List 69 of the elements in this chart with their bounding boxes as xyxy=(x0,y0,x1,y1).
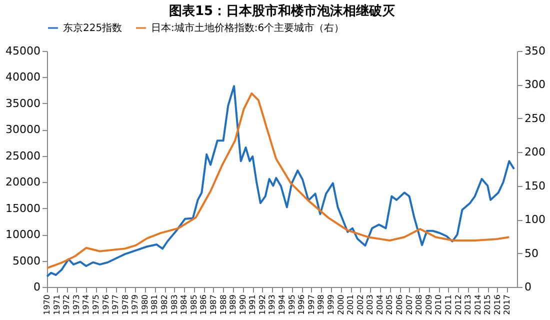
x-tick-label: 2010 xyxy=(434,294,444,315)
x-tick-label: 2017 xyxy=(502,294,512,315)
x-tick-label: 1996 xyxy=(297,294,306,315)
x-tick-label: 2011 xyxy=(444,294,453,315)
chart-title: 图表15：日本股市和楼市泡沫相继破灭 xyxy=(168,3,396,19)
x-tick-label: 2000 xyxy=(336,294,346,315)
x-tick-label: 2015 xyxy=(483,294,492,315)
y2-tick-label: 300 xyxy=(524,78,546,92)
x-tick-label: 1983 xyxy=(170,294,179,315)
x-tick-label: 1975 xyxy=(91,294,100,315)
x-tick-label: 1990 xyxy=(238,294,248,315)
x-tick-label: 1991 xyxy=(248,294,258,315)
x-tick-label: 1978 xyxy=(120,294,130,315)
y2-tick-label: 200 xyxy=(524,146,546,159)
x-tick-label: 1989 xyxy=(228,294,238,315)
x-tick-label: 2005 xyxy=(385,294,394,315)
legend-label: 东京225指数 xyxy=(63,22,122,34)
y2-tick-label: 250 xyxy=(524,112,546,125)
x-tick-label: 2012 xyxy=(454,294,463,315)
y-tick-label: 5000 xyxy=(12,254,40,268)
y-tick-label: 20000 xyxy=(6,176,40,189)
y-tick-label: 0 xyxy=(34,280,40,294)
x-tick-label: 2009 xyxy=(424,294,434,315)
y2-tick-label: 100 xyxy=(524,213,546,226)
x-tick-label: 1986 xyxy=(199,294,208,315)
x-tick-label: 1974 xyxy=(82,294,91,315)
x-tick-label: 1997 xyxy=(306,294,316,315)
x-tick-label: 1999 xyxy=(326,294,336,315)
x-tick-label: 1977 xyxy=(111,294,120,315)
x-tick-label: 1982 xyxy=(160,294,169,315)
x-tick-label: 1987 xyxy=(208,294,218,315)
x-tick-label: 1985 xyxy=(189,294,198,315)
x-tick-label: 2007 xyxy=(404,294,414,315)
x-tick-label: 2001 xyxy=(346,294,356,315)
x-tick-label: 2014 xyxy=(473,294,482,315)
y2-tick-label: 0 xyxy=(524,280,532,294)
y-tick-label: 35000 xyxy=(6,96,40,110)
x-tick-label: 1998 xyxy=(316,294,326,315)
y-tick-label: 40000 xyxy=(6,70,40,84)
y-tick-label: 25000 xyxy=(6,149,40,162)
x-tick-label: 2002 xyxy=(356,294,365,315)
x-tick-label: 1976 xyxy=(101,294,110,315)
y-tick-label: 10000 xyxy=(6,228,40,242)
x-tick-label: 1994 xyxy=(278,294,286,315)
y2-tick-label: 150 xyxy=(524,179,546,192)
x-tick-label: 1970 xyxy=(42,294,52,315)
x-tick-label: 2016 xyxy=(492,294,502,315)
y-tick-label: 15000 xyxy=(6,202,40,215)
x-tick-label: 2006 xyxy=(395,294,404,315)
x-tick-label: 1980 xyxy=(140,294,150,315)
x-tick-label: 2013 xyxy=(464,294,473,315)
y2-tick-label: 50 xyxy=(524,246,538,260)
x-tick-label: 1972 xyxy=(62,294,72,315)
y-tick-label: 30000 xyxy=(6,123,40,136)
legend-label: 日本:城市土地价格指数:6个主要城市（右） xyxy=(151,22,344,34)
x-tick-label: 1993 xyxy=(268,294,277,315)
x-tick-label: 1979 xyxy=(130,294,140,315)
x-tick-label: 1988 xyxy=(218,294,228,315)
x-tick-label: 1973 xyxy=(72,294,81,315)
x-tick-label: 1981 xyxy=(150,294,160,315)
x-tick-label: 2003 xyxy=(366,294,375,315)
x-tick-label: 1995 xyxy=(287,294,296,315)
x-tick-label: 2008 xyxy=(414,294,424,315)
y-tick-label: 45000 xyxy=(6,44,40,58)
y2-tick-label: 350 xyxy=(524,44,546,58)
x-tick-label: 1971 xyxy=(52,294,62,315)
x-tick-label: 1992 xyxy=(258,294,267,315)
x-tick-label: 1984 xyxy=(180,294,189,315)
x-tick-label: 2004 xyxy=(375,294,384,315)
